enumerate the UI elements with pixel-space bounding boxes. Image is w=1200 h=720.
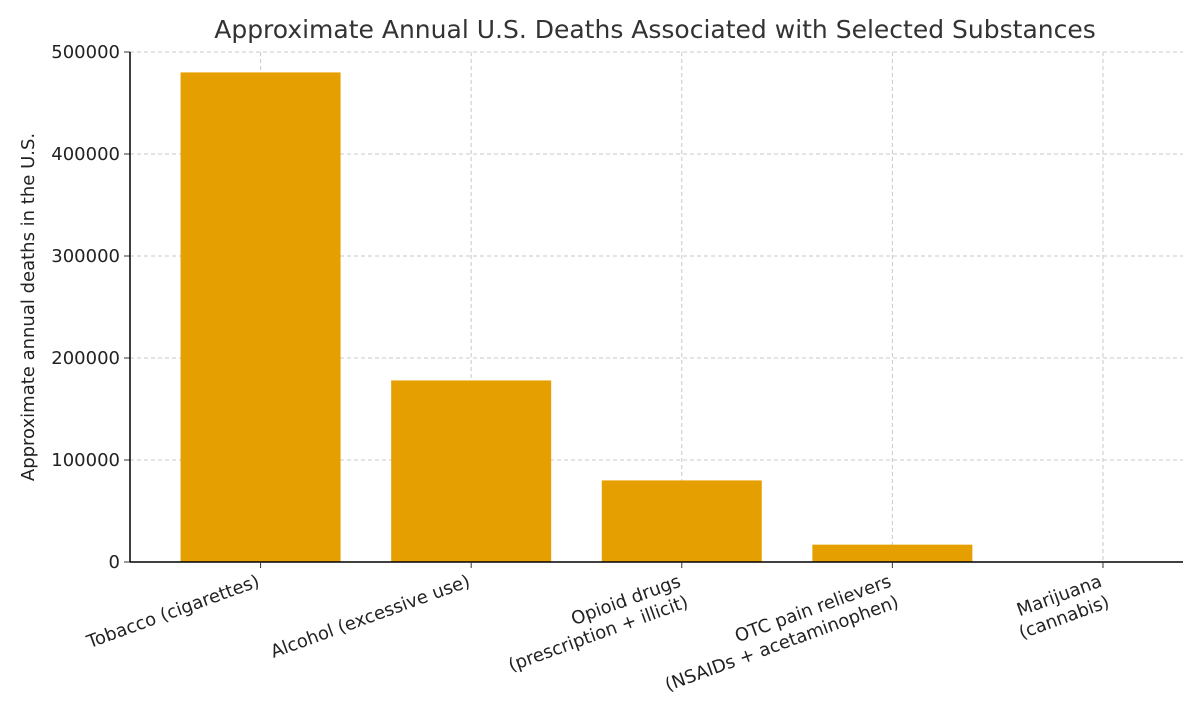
x-tick-label-line: Alcohol (excessive use) <box>268 571 473 663</box>
x-tick-label-line: (NSAIDs + acetaminophen) <box>662 592 901 696</box>
bar <box>391 380 552 562</box>
bar <box>180 72 341 563</box>
x-tick-label: Opioid drugs(prescription + illicit) <box>498 571 691 676</box>
y-tick-label: 500000 <box>51 42 120 63</box>
y-tick-label: 200000 <box>51 348 120 369</box>
bar <box>601 480 762 562</box>
axes <box>124 51 1183 568</box>
chart-title: Approximate Annual U.S. Deaths Associate… <box>214 15 1096 44</box>
y-tick-label: 300000 <box>51 246 120 267</box>
y-tick-label: 100000 <box>51 450 120 471</box>
x-tick-label: Alcohol (excessive use) <box>268 571 473 663</box>
bars <box>180 72 973 563</box>
x-tick-label: Marijuana(cannabis) <box>1009 571 1113 644</box>
y-axis-label: Approximate annual deaths in the U.S. <box>18 133 39 481</box>
x-tick-label-line: Tobacco (cigarettes) <box>83 571 262 653</box>
x-tick-label: Tobacco (cigarettes) <box>83 571 262 653</box>
bar <box>812 544 973 562</box>
y-tick-label: 0 <box>109 552 120 573</box>
x-tick-label: OTC pain relievers(NSAIDs + acetaminophe… <box>655 571 902 696</box>
y-tick-label: 400000 <box>51 144 120 165</box>
